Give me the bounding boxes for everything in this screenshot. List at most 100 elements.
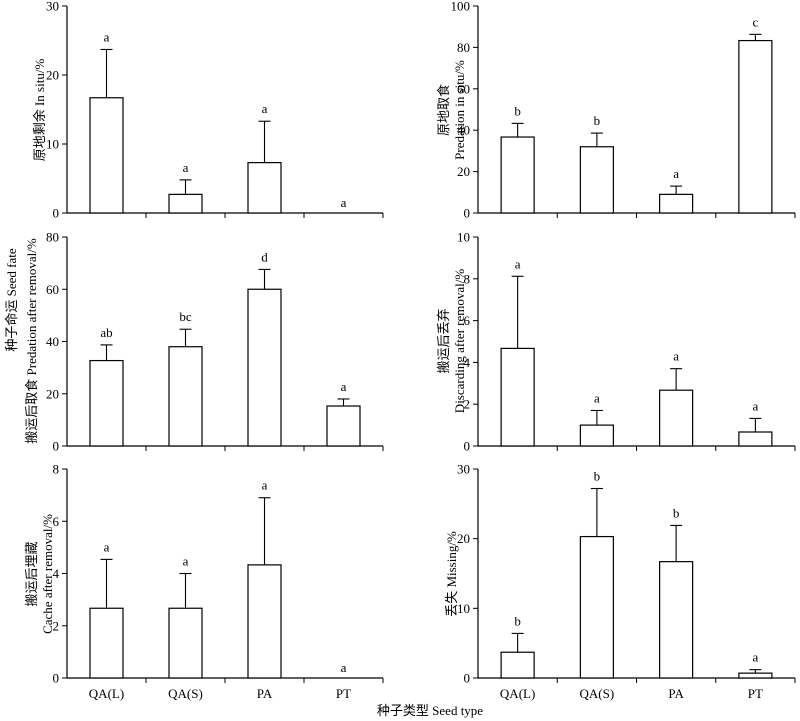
y-tick-label: 0 — [464, 671, 471, 686]
y-tick-label: 0 — [464, 206, 471, 221]
y-axis-label: 搬运后丢弃Discarding after removal/% — [436, 269, 467, 414]
significance-letter: a — [104, 539, 110, 554]
significance-letter: a — [183, 160, 189, 175]
y-tick-label: 30 — [457, 462, 470, 477]
significance-letter: b — [514, 103, 521, 118]
y-axis-label: 丢失 Missing/% — [444, 531, 459, 617]
y-tick-label: 2 — [464, 397, 471, 412]
y-tick-label: 100 — [451, 0, 471, 14]
significance-letter: b — [594, 113, 601, 128]
significance-letter: d — [261, 249, 268, 264]
significance-letter: a — [515, 256, 521, 271]
significance-letter: a — [104, 29, 110, 44]
bar — [247, 162, 282, 214]
significance-letter: ab — [100, 325, 112, 340]
y-tick-label: 4 — [464, 355, 471, 370]
chart-panel-6: 0 10 20 30 b QA(L) b QA(S) b PA a PT 丢失 Missing/% — [444, 462, 796, 701]
y-tick-label: 0 — [53, 671, 60, 686]
y-tick-label: 60 — [457, 81, 470, 96]
y-axis-label: 原地取食Predation in situ/% — [436, 60, 467, 160]
x-tick-label: PA — [257, 686, 273, 701]
x-tick-label: PT — [336, 686, 351, 701]
bar — [500, 136, 535, 214]
y-axis-label-line: 搬运后丢弃 — [436, 308, 451, 373]
bar — [89, 607, 124, 679]
y-axis-label-line: 原地取食 — [436, 84, 451, 136]
y-tick-label: 60 — [46, 282, 59, 297]
y-axis-label: 搬运后埋藏Cache after removal/% — [24, 514, 55, 634]
bar — [659, 193, 694, 214]
significance-letter: a — [752, 398, 758, 413]
y-tick-label: 20 — [46, 386, 59, 401]
y-tick-label: 20 — [457, 164, 470, 179]
significance-letter: a — [262, 478, 268, 493]
y-axis-label-line: 丢失 Missing/% — [444, 531, 459, 617]
side-label: 种子命运 Seed fate — [4, 248, 19, 351]
bar — [659, 561, 694, 679]
bar — [738, 672, 773, 679]
significance-letter: a — [752, 650, 758, 665]
y-axis-label: 原地剩余 In situ/% — [32, 59, 47, 162]
x-tick-label: QA(S) — [168, 686, 203, 701]
y-tick-label: 6 — [464, 313, 471, 328]
bar — [738, 39, 773, 214]
y-tick-label: 4 — [53, 566, 60, 581]
y-tick-label: 2 — [53, 618, 60, 633]
bar — [659, 389, 694, 447]
y-axis-label: 搬运后取食 Predation after removal/% — [24, 238, 39, 444]
bar — [247, 564, 282, 679]
significance-letter: a — [341, 195, 347, 210]
significance-letter: a — [673, 166, 679, 181]
y-tick-label: 8 — [53, 462, 60, 477]
x-tick-label: PT — [748, 686, 763, 701]
y-tick-label: 80 — [46, 230, 59, 245]
y-tick-label: 40 — [457, 123, 470, 138]
y-tick-label: 0 — [53, 206, 60, 221]
bar — [168, 607, 203, 679]
y-tick-label: 20 — [457, 531, 470, 546]
significance-letter: a — [262, 101, 268, 116]
significance-letter: b — [673, 505, 680, 520]
y-tick-label: 8 — [464, 271, 471, 286]
significance-letter: a — [341, 379, 347, 394]
chart-panel-1: 0 10 20 30 a a a a 原地剩余 In situ/% — [32, 0, 384, 221]
x-tick-label: QA(L) — [89, 686, 124, 701]
y-tick-label: 10 — [46, 137, 59, 152]
significance-letter: c — [752, 14, 758, 29]
y-axis-label-line: Discarding after removal/% — [452, 269, 467, 414]
y-tick-label: 80 — [457, 40, 470, 55]
bar — [500, 651, 535, 679]
significance-letter: b — [514, 613, 521, 628]
bar — [579, 424, 614, 447]
bar — [247, 288, 282, 447]
bar — [579, 535, 614, 679]
y-axis-label-line: Predation in situ/% — [452, 60, 467, 160]
y-axis-label-line: 搬运后埋藏 — [24, 541, 39, 606]
significance-letter: a — [673, 349, 679, 364]
y-tick-label: 0 — [464, 439, 471, 454]
chart-panel-4: 0 2 4 6 8 10 a a a a 搬运后丢弃Discarding after removal… — [436, 230, 796, 454]
y-axis-label-line: 原地剩余 In situ/% — [32, 59, 47, 162]
y-tick-label: 40 — [46, 334, 59, 349]
bar — [168, 193, 203, 214]
y-axis-label-line: 搬运后取食 Predation after removal/% — [24, 238, 39, 444]
x-axis-label: 种子类型 Seed type — [377, 703, 483, 718]
significance-letter: a — [341, 660, 347, 675]
x-tick-label: PA — [668, 686, 684, 701]
y-axis-label-line: Cache after removal/% — [40, 514, 55, 634]
significance-letter: b — [594, 469, 601, 484]
significance-letter: a — [183, 554, 189, 569]
bar — [89, 97, 124, 214]
chart-panel-5: 0 2 4 6 8 a QA(L) a QA(S) a PA a PT 搬运后埋藏Cache after … — [24, 462, 384, 701]
bar — [500, 347, 535, 447]
x-tick-label: QA(S) — [580, 686, 615, 701]
x-tick-label: QA(L) — [500, 686, 535, 701]
chart-panel-3: 0 20 40 60 80 ab bc d a 搬运后取食 Predation after rem… — [24, 230, 384, 454]
bar — [738, 431, 773, 447]
bar — [168, 346, 203, 447]
significance-letter: a — [594, 390, 600, 405]
bar — [579, 146, 614, 214]
chart-panel-2: 0 20 40 60 80 100 b b a c 原地取食Predation in situ/% — [436, 0, 796, 221]
